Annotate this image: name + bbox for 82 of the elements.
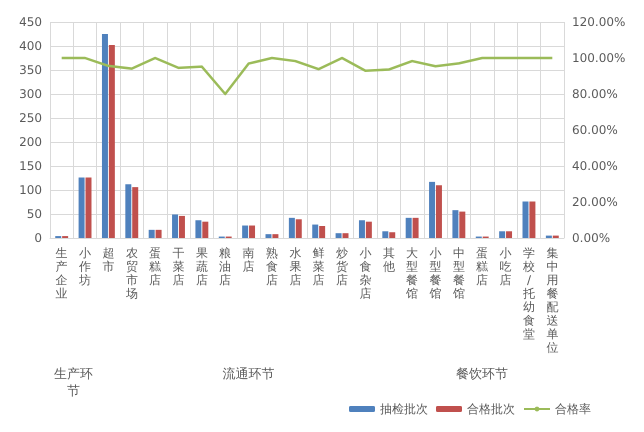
y-tick-label: 50 [26, 207, 42, 221]
bar [358, 220, 365, 238]
y2-tick-label: 20.00% [572, 195, 618, 209]
x-tick-label: 鲜菜店 [312, 246, 325, 287]
bar [288, 218, 295, 238]
bar [195, 220, 202, 238]
legend-label: 合格率 [555, 402, 591, 416]
y-tick-label: 250 [19, 111, 42, 125]
y-tick-label: 100 [19, 183, 42, 197]
bar [412, 218, 419, 238]
y2-tick-label: 120.00% [572, 15, 626, 29]
bar [102, 34, 108, 238]
legend-label: 抽检批次 [380, 402, 428, 416]
bar [319, 226, 326, 238]
y2-tick-label: 0.00% [572, 231, 610, 245]
x-tick-label: 粮油店 [219, 246, 232, 287]
bar [172, 214, 178, 238]
bar [342, 233, 348, 238]
bar [178, 216, 185, 238]
bar [272, 234, 278, 238]
bar [148, 230, 155, 238]
bar [242, 226, 248, 238]
legend-label: 合格批次 [467, 402, 515, 416]
x-tick-label: 农贸市场 [124, 246, 138, 300]
bar [459, 212, 466, 238]
y-tick-label: 350 [19, 63, 42, 77]
y-tick-label: 200 [19, 135, 42, 149]
bar [156, 230, 162, 238]
x-tick-label: 其他 [382, 246, 395, 274]
y2-tick-label: 40.00% [572, 159, 618, 173]
bar [336, 233, 342, 238]
x-tick-label: 蛋糕店 [476, 246, 488, 287]
y-tick-label: 150 [19, 159, 42, 173]
y-tick-label: 0 [34, 231, 42, 245]
text: 流通环节 [222, 366, 275, 382]
x-tick-label: 集中用餐配送单位 [546, 246, 558, 354]
x-tick-label: 干菜店 [172, 246, 184, 287]
x-tick-label: 小作坊 [78, 246, 92, 287]
bar [108, 45, 115, 238]
y2-tick-label: 60.00% [572, 123, 618, 137]
bar [429, 182, 436, 238]
x-tick-label: 熟食店 [266, 246, 278, 287]
x-tick-label: 水果店 [289, 246, 302, 287]
bar [312, 224, 318, 238]
bar [78, 178, 85, 238]
bar [266, 234, 272, 238]
x-tick-label: 蛋糕店 [149, 246, 162, 287]
bar [125, 184, 132, 238]
x-tick-label: 小型餐馆 [428, 246, 442, 300]
x-tick-label: 果蔬店 [196, 246, 208, 287]
bar [436, 185, 442, 238]
bar [366, 222, 372, 238]
bar [529, 202, 536, 238]
bar [406, 218, 412, 238]
text: 生产环节 [54, 367, 93, 399]
bar [499, 231, 506, 238]
x-tick-label: 小吃店 [500, 246, 512, 287]
bar [296, 219, 302, 238]
bar [202, 222, 208, 238]
bar [389, 232, 396, 238]
bar [452, 210, 458, 238]
bar [132, 187, 138, 238]
bar [522, 202, 529, 238]
x-tick-label: 小食杂店 [359, 246, 372, 300]
text: 餐饮环节 [456, 367, 508, 382]
x-tick-label: 生产企业 [56, 246, 68, 300]
bar [249, 226, 256, 238]
y2-tick-label: 80.00% [572, 87, 618, 101]
bar [85, 178, 92, 238]
x-tick-label: 超市 [102, 246, 114, 274]
x-tick-label: 学校/托幼食堂 [522, 246, 535, 341]
x-tick-label: 中型餐馆 [452, 246, 465, 300]
y2-tick-label: 100.00% [572, 51, 626, 65]
x-tick-label: 南店 [242, 246, 255, 274]
bar [506, 231, 512, 238]
line-series [60, 56, 554, 96]
bar [382, 231, 388, 238]
y-tick-label: 400 [19, 39, 42, 53]
y-tick-label: 300 [19, 87, 42, 101]
x-tick-label: 炒货店 [336, 246, 348, 287]
x-tick-label: 大型餐馆 [405, 246, 418, 300]
y-tick-label: 450 [19, 15, 42, 29]
